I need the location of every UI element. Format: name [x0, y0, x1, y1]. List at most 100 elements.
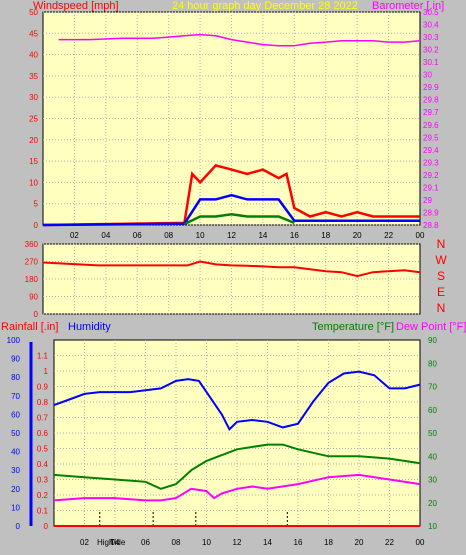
x-tick-label: 12	[233, 538, 242, 547]
humidity-tick-label: 100	[7, 336, 21, 345]
humidity-tick-label: 30	[11, 466, 20, 475]
wind-average-line	[42, 193, 420, 227]
rainfall-tick-label: 0.8	[37, 398, 49, 407]
temperature-tick-label: 10	[428, 522, 437, 531]
barometer-tick-label: 28.8	[423, 221, 439, 230]
windspeed-axis-label: Windspeed [mph]	[33, 0, 119, 12]
direction-tick-label: 90	[29, 293, 38, 302]
temperature-axis-label: Temperature [°F]	[312, 321, 394, 333]
wind-plot-area	[42, 11, 421, 226]
barometer-tick-label: 29.4	[423, 146, 439, 155]
humidity-tick-label: 80	[11, 373, 20, 382]
x-tick-label: 10	[196, 231, 205, 240]
compass-label: S	[437, 269, 445, 283]
barometer-axis-label: Barometer [.in]	[372, 0, 444, 12]
windspeed-tick-label: 40	[29, 51, 38, 60]
x-tick-label: 02	[80, 538, 89, 547]
rainfall-tick-label: 0.3	[37, 476, 49, 485]
rainfall-tick-label: 1.1	[37, 352, 49, 361]
chart-title: 24 hour graph day December 28 2022	[172, 0, 358, 12]
barometer-tick-label: 30.3	[423, 33, 439, 42]
x-tick-label: 22	[384, 231, 393, 240]
temperature-tick-label: 90	[428, 336, 437, 345]
barometer-tick-label: 30	[423, 71, 432, 80]
humidity-tick-label: 20	[11, 485, 20, 494]
rainfall-tick-label: 1	[44, 367, 49, 376]
x-tick-label: 14	[258, 231, 267, 240]
rainfall-tick-label: 0.2	[37, 491, 49, 500]
temperature-line	[53, 443, 421, 490]
x-tick-label: 02	[70, 231, 79, 240]
humidity-temperature-panel: 0 0.1 0.2 0.3 0.4 0.5 0.6 0.7 0.8 0.9 1 1.1 0 10 20 30 4…	[7, 336, 438, 547]
temperature-tick-label: 80	[428, 359, 437, 368]
compass-label: N	[437, 301, 446, 315]
compass-label: W	[435, 253, 447, 267]
barometer-tick-label: 28.9	[423, 208, 439, 217]
barometer-tick-label: 29	[423, 196, 432, 205]
windspeed-tick-label: 45	[29, 29, 38, 38]
windspeed-tick-label: 0	[34, 221, 39, 230]
barometer-tick-label: 29.5	[423, 133, 439, 142]
x-tick-label: 00	[416, 231, 425, 240]
wind-direction-line	[42, 260, 421, 278]
windspeed-tick-label: 50	[29, 8, 38, 17]
dewpoint-axis-label: Dew Point [°F]	[396, 321, 466, 333]
barometer-tick-label: 30.1	[423, 58, 439, 67]
x-tick-label: 18	[321, 231, 330, 240]
humidity-line	[53, 370, 421, 431]
humidity-tick-label: 60	[11, 410, 20, 419]
humidity-tick-label: 40	[11, 448, 20, 457]
direction-tick-label: 0	[34, 310, 39, 319]
x-tick-label: 16	[290, 231, 299, 240]
windspeed-tick-label: 15	[29, 157, 38, 166]
x-tick-label: 10	[202, 538, 211, 547]
x-tick-label: 06	[133, 231, 142, 240]
rainfall-tick-label: 0.4	[37, 460, 49, 469]
barometer-tick-label: 29.6	[423, 121, 439, 130]
rainfall-tick-label: 0.9	[37, 383, 49, 392]
barometer-tick-label: 30.2	[423, 46, 439, 55]
x-tick-label: 06	[141, 538, 150, 547]
high-tide-marker-2: Tide	[110, 538, 126, 547]
rainfall-tick-label: 0.6	[37, 429, 49, 438]
temperature-tick-label: 30	[428, 476, 437, 485]
barometer-tick-label: 29.8	[423, 96, 439, 105]
barometer-line	[58, 33, 421, 47]
direction-tick-label: 360	[25, 240, 39, 249]
barometer-tick-label: 30.4	[423, 21, 439, 30]
compass-label: E	[437, 285, 445, 299]
windspeed-tick-label: 10	[29, 178, 38, 187]
direction-tick-label: 270	[25, 258, 39, 267]
temperature-tick-label: 50	[428, 429, 437, 438]
wind-gust-line	[42, 163, 420, 227]
barometer-tick-label: 29.7	[423, 108, 439, 117]
compass-label: N	[437, 237, 446, 251]
temperature-tick-label: 70	[428, 383, 437, 392]
rainfall-tick-label: 0.5	[37, 445, 49, 454]
dew-point-line	[53, 473, 421, 502]
x-tick-label: 00	[416, 538, 425, 547]
humidity-tick-label: 10	[11, 503, 20, 512]
barometer-tick-label: 30.5	[423, 8, 439, 17]
humidity-tick-label: 90	[11, 355, 20, 364]
high-tide-marker-1: High	[97, 538, 113, 547]
windspeed-tick-label: 30	[29, 93, 38, 102]
windspeed-tick-label: 25	[29, 115, 38, 124]
barometer-tick-label: 29.9	[423, 83, 439, 92]
wind-barometer-panel: 0 5 10 15 20 25 30 35 40 45 50 28.8 28.9 29 29.1 29.2 2…	[29, 8, 439, 240]
x-tick-label: 08	[164, 231, 173, 240]
temperature-tick-label: 40	[428, 452, 437, 461]
x-tick-label: 20	[353, 231, 362, 240]
humidity-axis-label: Humidity	[68, 321, 111, 333]
barometer-tick-label: 29.2	[423, 171, 439, 180]
temperature-tick-label: 60	[428, 406, 437, 415]
x-tick-label: 12	[227, 231, 236, 240]
rainfall-tick-label: 0.7	[37, 414, 49, 423]
barometer-tick-label: 29.3	[423, 158, 439, 167]
x-tick-label: 04	[111, 538, 120, 547]
rainfall-axis-label: Rainfall [.in]	[1, 321, 58, 333]
x-tick-label: 14	[263, 538, 272, 547]
windspeed-tick-label: 20	[29, 136, 38, 145]
